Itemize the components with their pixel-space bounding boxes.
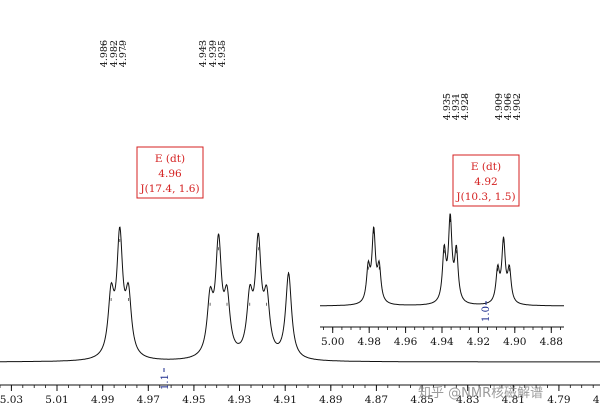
- tick-label: 4.89: [319, 394, 342, 406]
- tick-label: 4.96: [394, 336, 418, 348]
- peak-label-leader: [102, 41, 105, 49]
- tick-label: 4.79: [547, 394, 570, 406]
- inset-integral-value: 1.0: [481, 306, 492, 322]
- main-integral-value: 1.1: [160, 374, 171, 390]
- tick-label: 4.91: [274, 394, 297, 406]
- peak-label-leader: [464, 94, 467, 102]
- peak-label: 4.902: [512, 93, 523, 120]
- tick-label: 4.98: [358, 336, 381, 348]
- peak-label: 4.931: [451, 93, 462, 120]
- spectrum-trace: [0, 226, 600, 363]
- main-multiplet-shift: 4.96: [158, 168, 182, 180]
- main-multiplet-coupling: J(17.4, 1.6): [139, 183, 199, 195]
- inset-spectrum: [318, 213, 566, 330]
- tick-label: 4.88: [540, 336, 563, 348]
- peak-label: 4.982: [109, 40, 120, 67]
- tick-label: 4.93: [228, 394, 251, 406]
- peak-label-leader: [497, 94, 500, 102]
- inset-multiplet-box: E (dt) 4.92 J(10.3, 1.5): [452, 154, 520, 207]
- peak-label: 4.935: [442, 93, 453, 120]
- inset-multiplet-type: E (dt): [471, 161, 501, 173]
- tick-label: 4.83: [456, 394, 479, 406]
- main-spectrum: [0, 226, 600, 363]
- tick-label: 4.85: [410, 394, 433, 406]
- tick-label: 4.94: [430, 336, 454, 348]
- peak-label: 4.928: [460, 93, 471, 120]
- peak-label-leader: [516, 94, 519, 102]
- peak-label-leader: [122, 41, 125, 49]
- tick-label: 4.97: [137, 394, 160, 406]
- tick-label: 4.99: [91, 394, 114, 406]
- peak-label: 4.986: [99, 40, 110, 67]
- main-multiplet-box: E (dt) 4.96 J(17.4, 1.6): [136, 146, 204, 199]
- spectrum-trace: [320, 213, 564, 307]
- peak-label: 4.939: [208, 40, 219, 67]
- main-x-axis: 5.03 5.01 4.99 4.97 4.95 4.93 4.91 4.89 4.87 4.85…: [0, 384, 600, 406]
- peak-label: 4.979: [118, 40, 129, 67]
- peak-label-leader: [445, 94, 448, 102]
- tick-label: 5.01: [45, 394, 68, 406]
- tick-label: 4.81: [502, 394, 525, 406]
- inset-multiplet-shift: 4.92: [474, 176, 497, 188]
- tick-label: 4.77: [593, 394, 600, 406]
- peak-label: 4.935: [217, 40, 228, 67]
- watermark: 知乎 @NMR核磁解谱: [418, 385, 543, 401]
- peak-label: 4.906: [503, 93, 514, 120]
- tick-label: 5.00: [321, 336, 344, 348]
- tick-label: 4.90: [503, 336, 526, 348]
- tick-label: 5.03: [0, 394, 23, 406]
- inset-multiplet-coupling: J(10.3, 1.5): [455, 191, 515, 203]
- inset-integral: 1.0: [481, 301, 492, 322]
- inset-x-axis: 5.00 4.98 4.96 4.94 4.92 4.90 4.88: [320, 326, 564, 348]
- peak-label-leader: [221, 41, 224, 49]
- main-integral: 1.1: [160, 368, 171, 390]
- peak-label-leader: [201, 41, 204, 49]
- tick-label: 4.92: [467, 336, 490, 348]
- tick-label: 4.95: [182, 394, 205, 406]
- tick-label: 4.87: [365, 394, 388, 406]
- peak-label: 4.943: [198, 40, 209, 67]
- main-multiplet-type: E (dt): [155, 153, 185, 165]
- peak-label: 4.909: [494, 93, 505, 120]
